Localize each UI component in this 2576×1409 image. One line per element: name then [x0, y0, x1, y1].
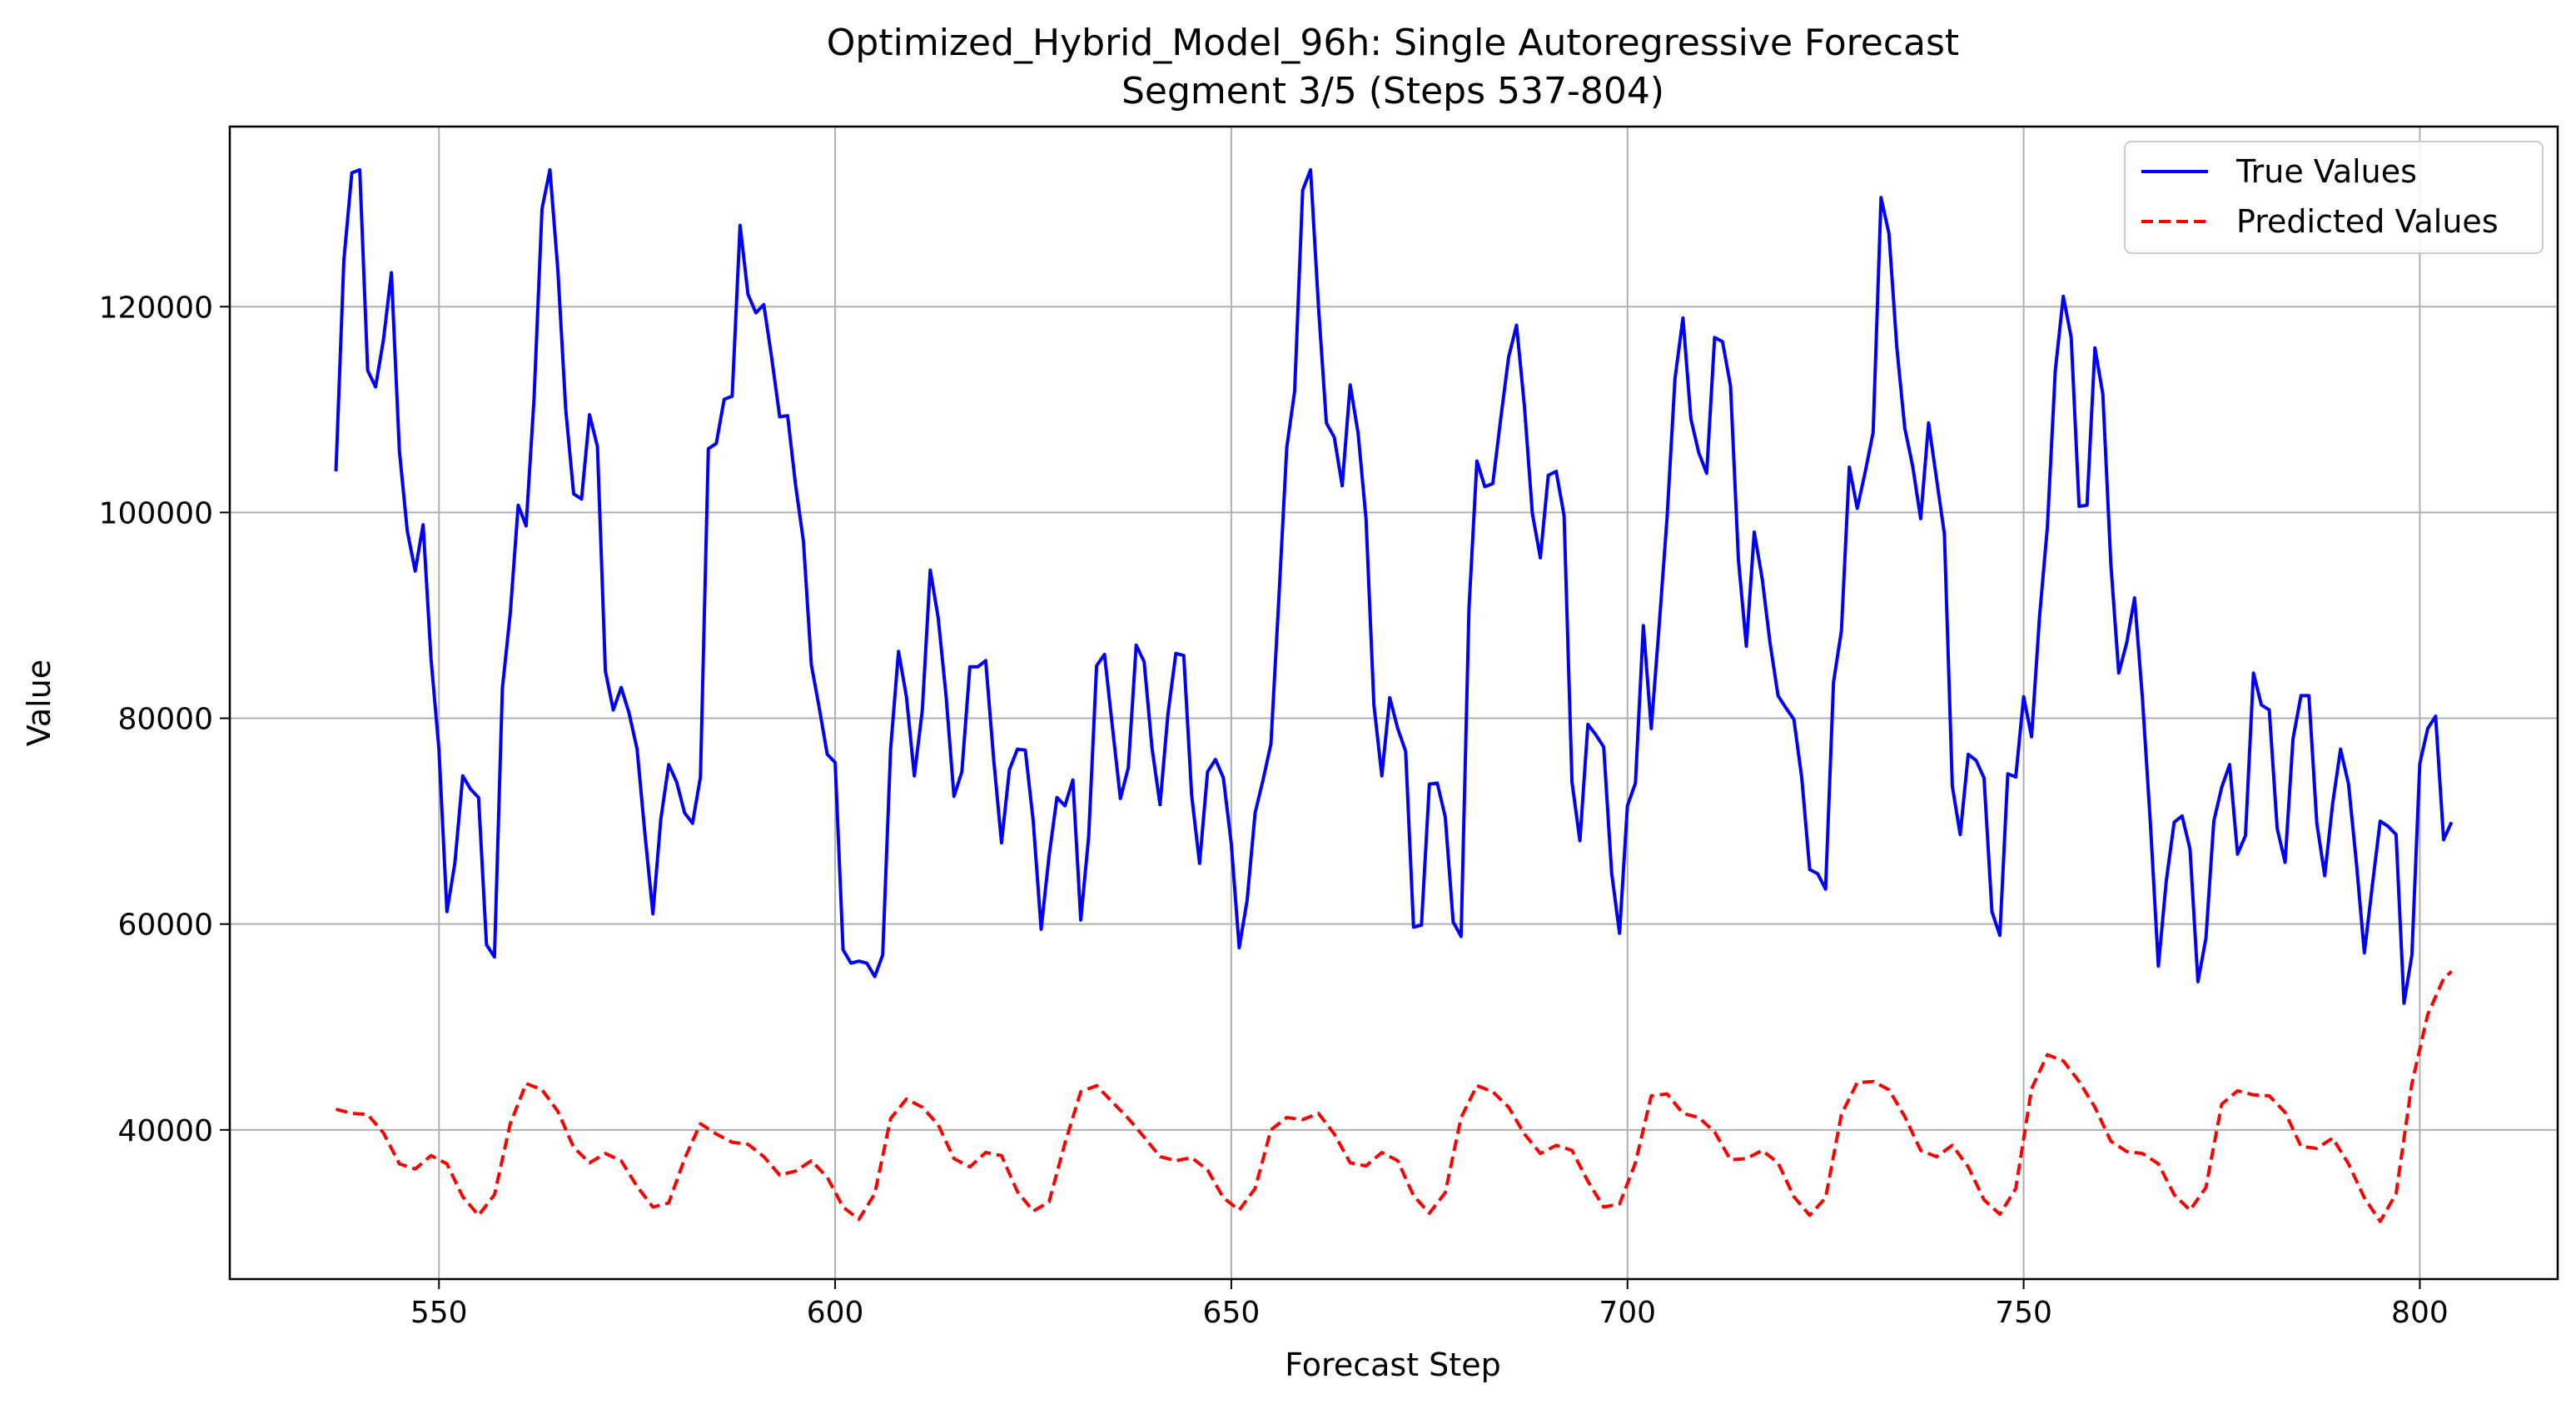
legend-box: [2124, 141, 2544, 254]
plot-frame: [228, 125, 2559, 1281]
chart-title: Optimized_Hybrid_Model_96h: Single Autor…: [827, 22, 1959, 64]
y-tick-label: 40000: [117, 1114, 213, 1148]
grid: [230, 127, 2558, 1279]
series-line-true-values: [334, 167, 2454, 1005]
chart-subtitle: Segment 3/5 (Steps 537-804): [1121, 70, 1664, 112]
y-tick-label: 100000: [99, 496, 213, 530]
x-tick-label: 550: [410, 1296, 468, 1330]
series-layer: [334, 167, 2454, 1223]
y-ticks: 40000 60000 80000 100000 120000: [99, 291, 230, 1148]
y-axis-label: Value: [21, 660, 57, 746]
y-tick-label: 80000: [117, 703, 213, 737]
y-tick-label: 60000: [117, 909, 213, 943]
legend: True Values Predicted Values: [2124, 141, 2544, 254]
x-ticks: 550 600 650 700 750 800: [410, 1279, 2449, 1330]
legend-label-true: True Values: [2235, 153, 2417, 190]
x-tick-label: 800: [2391, 1296, 2449, 1330]
series-line-predicted-values: [336, 970, 2453, 1223]
x-tick-label: 700: [1599, 1296, 1656, 1330]
x-tick-label: 650: [1203, 1296, 1261, 1330]
legend-label-predicted: Predicted Values: [2236, 203, 2499, 240]
x-axis-label: Forecast Step: [1285, 1347, 1500, 1383]
y-tick-label: 120000: [99, 291, 213, 325]
x-tick-label: 600: [807, 1296, 864, 1330]
x-tick-label: 750: [1995, 1296, 2052, 1330]
